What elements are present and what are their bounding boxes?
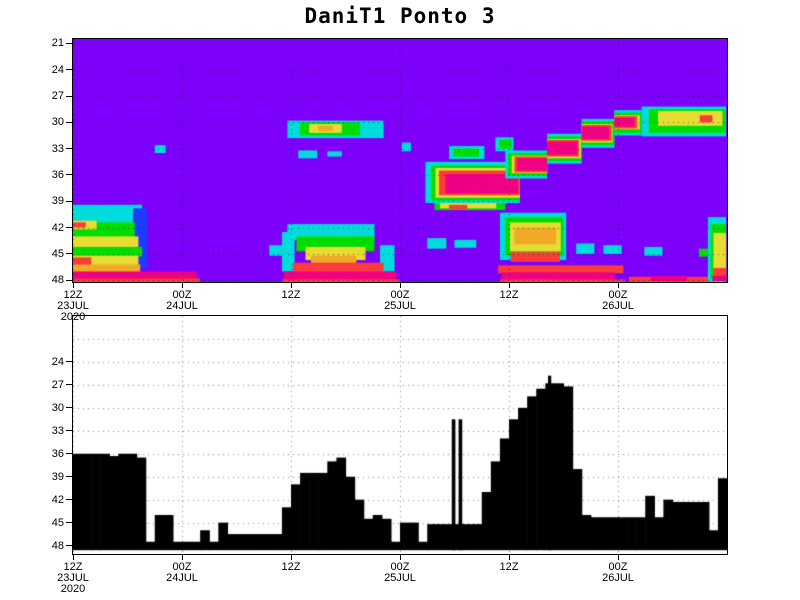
x-axis-tick-label: 25JUL — [384, 572, 416, 584]
y-axis-tick-label: 36 — [51, 447, 64, 460]
y-axis-tick-mark — [66, 200, 72, 202]
y-axis-tick-mark — [66, 476, 72, 478]
x-axis-tick-mark — [509, 555, 510, 560]
y-axis-tick-mark — [66, 361, 72, 363]
shaded-time-height-plot — [72, 38, 728, 283]
y-axis-tick-mark — [66, 430, 72, 432]
x-axis-tick-mark — [618, 283, 619, 288]
y-axis-tick-mark — [66, 121, 72, 123]
y-axis-tick-mark — [66, 253, 72, 255]
y-axis-tick-mark — [66, 545, 72, 547]
x-axis-tick-label: 2020 — [60, 583, 86, 595]
y-axis-tick-label: 24 — [51, 355, 64, 368]
x-axis-tick-mark — [291, 555, 292, 560]
x-axis-tick-label: 00Z — [390, 289, 410, 301]
x-axis-tick-label: 00Z — [390, 561, 410, 573]
x-axis-tick-label: 00Z — [172, 561, 192, 573]
y-axis-tick-label: 27 — [51, 378, 64, 391]
y-axis-tick-mark — [66, 69, 72, 71]
x-axis-tick-mark — [509, 283, 510, 288]
x-axis-tick-label: 12Z — [281, 561, 301, 573]
y-axis-tick-mark — [66, 227, 72, 229]
x-axis-tick-label: 12Z — [499, 289, 519, 301]
x-axis-tick-mark — [182, 555, 183, 560]
y-axis-tick-label: 36 — [51, 168, 64, 181]
x-axis-tick-label: 00Z — [172, 289, 192, 301]
y-axis-tick-mark — [66, 42, 72, 44]
black-area-time-series-plot — [72, 315, 728, 555]
y-axis-tick-label: 30 — [51, 401, 64, 414]
x-axis-tick-mark — [73, 555, 74, 560]
x-axis-tick-label: 12Z — [63, 289, 83, 301]
y-axis-tick-label: 24 — [51, 63, 64, 76]
x-axis-tick-mark — [400, 283, 401, 288]
y-axis-tick-mark — [66, 407, 72, 409]
y-axis-tick-label: 27 — [51, 90, 64, 103]
y-axis-tick-mark — [66, 384, 72, 386]
x-axis-tick-label: 23JUL — [57, 300, 89, 312]
y-axis-tick-mark — [66, 95, 72, 97]
x-axis-tick-mark — [618, 555, 619, 560]
y-axis-tick-label: 48 — [51, 539, 64, 552]
x-axis-tick-label: 24JUL — [166, 572, 198, 584]
y-axis-tick-label: 42 — [51, 493, 64, 506]
x-axis-tick-label: 25JUL — [384, 300, 416, 312]
y-axis-tick-label: 45 — [51, 247, 64, 260]
x-axis-tick-label: 23JUL — [57, 572, 89, 584]
y-axis-tick-mark — [66, 174, 72, 176]
x-axis-tick-mark — [291, 283, 292, 288]
x-axis-tick-label: 26JUL — [602, 300, 634, 312]
x-axis-tick-mark — [182, 283, 183, 288]
y-axis-tick-label: 39 — [51, 470, 64, 483]
chart-title: DaniT1 Ponto 3 — [304, 4, 496, 28]
y-axis-tick-label: 42 — [51, 221, 64, 234]
x-axis-tick-label: 26JUL — [602, 572, 634, 584]
y-axis-tick-label: 21 — [51, 37, 64, 50]
x-axis-tick-label: 12Z — [281, 289, 301, 301]
y-axis-tick-label: 48 — [51, 274, 64, 287]
y-axis-tick-label: 39 — [51, 195, 64, 208]
x-axis-tick-label: 00Z — [608, 289, 628, 301]
y-axis-tick-mark — [66, 148, 72, 150]
y-axis-tick-label: 45 — [51, 516, 64, 529]
x-axis-tick-label: 00Z — [608, 561, 628, 573]
x-axis-tick-label: 2020 — [60, 311, 86, 323]
y-axis-tick-label: 30 — [51, 116, 64, 129]
y-axis-tick-label: 33 — [51, 142, 64, 155]
x-axis-tick-label: 12Z — [63, 561, 83, 573]
y-axis-tick-mark — [66, 279, 72, 281]
y-axis-tick-label: 33 — [51, 424, 64, 437]
y-axis-tick-mark — [66, 453, 72, 455]
x-axis-tick-mark — [73, 283, 74, 288]
y-axis-tick-mark — [66, 499, 72, 501]
x-axis-tick-mark — [400, 555, 401, 560]
x-axis-tick-label: 24JUL — [166, 300, 198, 312]
y-axis-tick-mark — [66, 522, 72, 524]
x-axis-tick-label: 12Z — [499, 561, 519, 573]
